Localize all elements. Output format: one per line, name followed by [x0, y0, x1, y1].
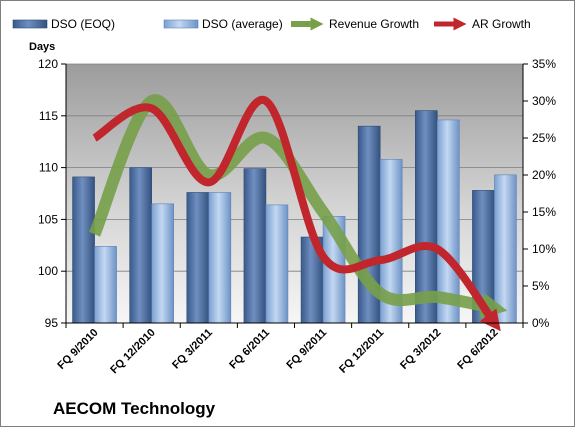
bar [151, 203, 174, 324]
company-name: AECOM Technology [53, 399, 216, 418]
legend-swatch [163, 19, 199, 29]
legend-item: DSO (average) [163, 17, 283, 31]
y2-tick-label: 25% [532, 131, 556, 145]
y-axis-title: Days [29, 41, 55, 53]
legend-label: DSO (average) [202, 17, 283, 31]
chart-legend: DSO (EOQ) DSO (average) Revenue Growth AR G… [12, 17, 531, 31]
x-tick-label: FQ 6/2012 [455, 327, 500, 372]
y2-tick-label: 20% [532, 168, 556, 182]
bar [94, 246, 117, 324]
series-line [89, 94, 508, 319]
legend-item: Revenue Growth [291, 17, 419, 31]
legend-label: Revenue Growth [329, 17, 419, 31]
legend-item: AR Growth [434, 17, 531, 31]
x-tick-label: FQ 3/2012 [398, 327, 443, 372]
bar [129, 167, 152, 324]
y2-tick-label: 30% [532, 94, 556, 108]
y-tick-label: 100 [38, 264, 58, 278]
y2-tick-label: 5% [532, 279, 550, 293]
legend-label: AR Growth [472, 17, 531, 31]
line-series [89, 94, 508, 332]
x-tick-label: FQ 12/2010 [108, 327, 158, 377]
bar [494, 174, 517, 324]
x-tick-label: FQ 12/2011 [337, 327, 386, 376]
y2-tick-label: 15% [532, 205, 556, 219]
x-tick-label: FQ 3/2011 [170, 327, 215, 372]
y2-tick-label: 0% [532, 316, 550, 330]
series-line [92, 95, 501, 332]
y2-tick-label: 35% [532, 57, 556, 71]
y2-tick-label: 10% [532, 242, 556, 256]
bar [72, 176, 95, 324]
bar [186, 192, 210, 324]
bar [243, 168, 267, 324]
x-tick-label: FQ 9/2010 [55, 327, 100, 372]
bar [265, 204, 289, 324]
legend-swatch [12, 19, 48, 29]
legend-item: DSO (EOQ) [12, 17, 115, 31]
y-tick-label: 115 [39, 109, 58, 123]
x-tick-label: FQ 9/2011 [284, 327, 329, 372]
y-tick-label: 95 [45, 316, 59, 330]
x-tick-label: FQ 6/2011 [227, 327, 272, 372]
bar [208, 192, 232, 324]
y-tick-label: 110 [39, 161, 58, 175]
legend-label: DSO (EOQ) [51, 17, 115, 31]
y-tick-label: 120 [38, 57, 58, 71]
y-tick-label: 105 [38, 212, 58, 226]
